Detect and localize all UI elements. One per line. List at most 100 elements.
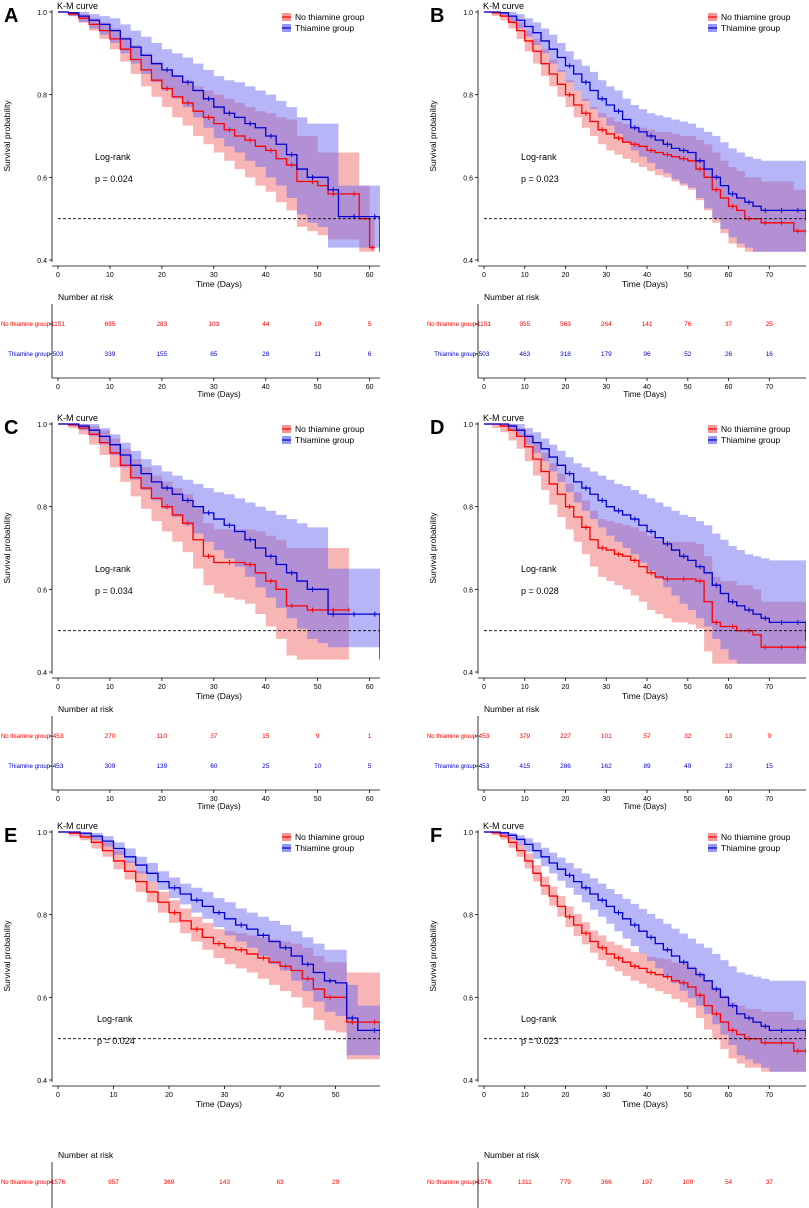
- risk-count: 453: [479, 763, 490, 770]
- x-tick-label: 10: [106, 684, 114, 691]
- y-tick-label: 0.8: [37, 505, 47, 512]
- logrank-label: Log-rank: [521, 1014, 557, 1024]
- risk-count: 89: [643, 763, 651, 770]
- x-axis-label: Time (Days): [196, 691, 242, 701]
- x-tick-label: 0: [56, 1092, 60, 1099]
- x-tick-label: 20: [158, 272, 166, 279]
- x-tick-label: 30: [602, 1092, 610, 1099]
- risk-count: 503: [479, 351, 490, 358]
- risk-count: 44: [262, 321, 270, 328]
- legend-thiamine: Thiamine group: [295, 23, 354, 33]
- risk-count: 16: [766, 351, 774, 358]
- risk-row-label: No thiamine group: [427, 734, 477, 740]
- x-tick-label: 40: [262, 684, 270, 691]
- risk-x-tick-label: 50: [684, 796, 692, 803]
- risk-x-tick-label: 50: [684, 384, 692, 391]
- risk-x-tick-label: 40: [262, 796, 270, 803]
- x-tick-label: 0: [56, 272, 60, 279]
- risk-count: 76: [684, 321, 692, 328]
- risk-count: 309: [105, 763, 116, 770]
- y-tick-label: 1.0: [37, 830, 47, 837]
- legend-no-thiamine: No thiamine group: [295, 424, 365, 434]
- risk-count: 10: [314, 763, 322, 770]
- risk-count: 52: [684, 351, 692, 358]
- km-line-no-thiamine: [484, 831, 806, 1052]
- ci-band-thiamine: [58, 12, 380, 252]
- risk-x-tick-label: 30: [602, 796, 610, 803]
- y-tick-label: 0.4: [463, 258, 473, 265]
- km-line-thiamine: [58, 11, 380, 252]
- risk-row-label: No thiamine group: [427, 322, 477, 328]
- km-line-thiamine: [58, 423, 380, 660]
- legend-no-thiamine: No thiamine group: [295, 12, 365, 22]
- p-value: p = 0.024: [97, 1036, 135, 1046]
- risk-count: 1151: [477, 321, 491, 328]
- risk-count: 13: [725, 733, 733, 740]
- risk-x-tick-label: 20: [562, 384, 570, 391]
- x-axis-label: Time (Days): [622, 1099, 668, 1109]
- risk-x-tick-label: 30: [602, 384, 610, 391]
- legend-thiamine: Thiamine group: [721, 23, 780, 33]
- risk-count: 37: [210, 733, 218, 740]
- plot-area: [484, 11, 806, 252]
- x-tick-label: 50: [684, 272, 692, 279]
- risk-count: 1576: [51, 1179, 66, 1186]
- ci-band-thiamine: [58, 424, 380, 660]
- risk-count: 103: [208, 321, 219, 328]
- risk-count: 1: [368, 733, 372, 740]
- km-line-no-thiamine: [58, 11, 375, 249]
- risk-table-title: Number at risk: [58, 704, 114, 714]
- risk-count: 283: [156, 321, 167, 328]
- panel-letter: C: [4, 417, 18, 439]
- p-value: p = 0.028: [521, 586, 559, 596]
- y-tick-label: 0.4: [463, 670, 473, 677]
- risk-count: 49: [684, 763, 692, 770]
- risk-table-title: Number at risk: [58, 292, 114, 302]
- x-tick-label: 20: [562, 684, 570, 691]
- x-tick-label: 60: [725, 1092, 733, 1099]
- risk-count: 415: [519, 763, 530, 770]
- risk-count: 63: [276, 1179, 284, 1186]
- risk-x-tick-label: 0: [482, 796, 486, 803]
- ci-band-thiamine: [58, 832, 380, 1056]
- risk-count: 54: [725, 1179, 733, 1186]
- risk-count: 1311: [518, 1179, 532, 1186]
- x-axis-label: Time (Days): [622, 279, 668, 289]
- risk-count: 1151: [51, 321, 65, 328]
- y-axis-label: Survival probability: [2, 920, 12, 992]
- risk-x-tick-label: 60: [725, 796, 733, 803]
- risk-count: 369: [164, 1179, 175, 1186]
- x-tick-label: 20: [562, 1092, 570, 1099]
- x-tick-label: 40: [643, 272, 651, 279]
- panel-letter: F: [430, 825, 442, 847]
- risk-count: 227: [560, 733, 571, 740]
- risk-count: 65: [210, 351, 218, 358]
- panel-e: E K-M curve Survival probability 0.4 0.6 0.8 1…: [1, 821, 380, 1208]
- x-axis-label: Time (Days): [196, 279, 242, 289]
- risk-count: 197: [642, 1179, 653, 1186]
- plot-area: [58, 831, 380, 1060]
- x-tick-label: 0: [482, 1092, 486, 1099]
- risk-count: 11: [314, 351, 321, 358]
- legend-thiamine: Thiamine group: [721, 843, 780, 853]
- risk-count: 179: [601, 351, 612, 358]
- risk-row-label: No thiamine group: [1, 322, 51, 328]
- risk-x-tick-label: 20: [562, 796, 570, 803]
- risk-row-label: Thiamine group: [434, 764, 476, 770]
- y-tick-label: 1.0: [463, 10, 473, 17]
- km-line-no-thiamine: [484, 11, 806, 232]
- risk-count: 5: [368, 763, 372, 770]
- risk-x-tick-label: 50: [314, 384, 322, 391]
- x-axis-label: Time (Days): [622, 691, 668, 701]
- risk-count: 139: [156, 763, 167, 770]
- risk-count: 695: [105, 321, 116, 328]
- x-tick-label: 10: [521, 684, 529, 691]
- risk-x-axis-label: Time (Days): [197, 390, 241, 399]
- risk-x-tick-label: 10: [521, 384, 529, 391]
- risk-count: 453: [479, 733, 490, 740]
- y-tick-label: 1.0: [37, 10, 47, 17]
- risk-count: 60: [210, 763, 218, 770]
- panel-title: K-M curve: [57, 821, 98, 831]
- risk-count: 15: [262, 733, 270, 740]
- risk-count: 1576: [477, 1179, 492, 1186]
